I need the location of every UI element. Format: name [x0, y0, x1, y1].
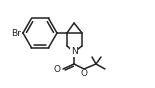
Text: O: O — [54, 65, 61, 75]
Text: Br: Br — [12, 29, 22, 37]
Text: O: O — [80, 70, 88, 78]
Text: N: N — [71, 48, 77, 56]
